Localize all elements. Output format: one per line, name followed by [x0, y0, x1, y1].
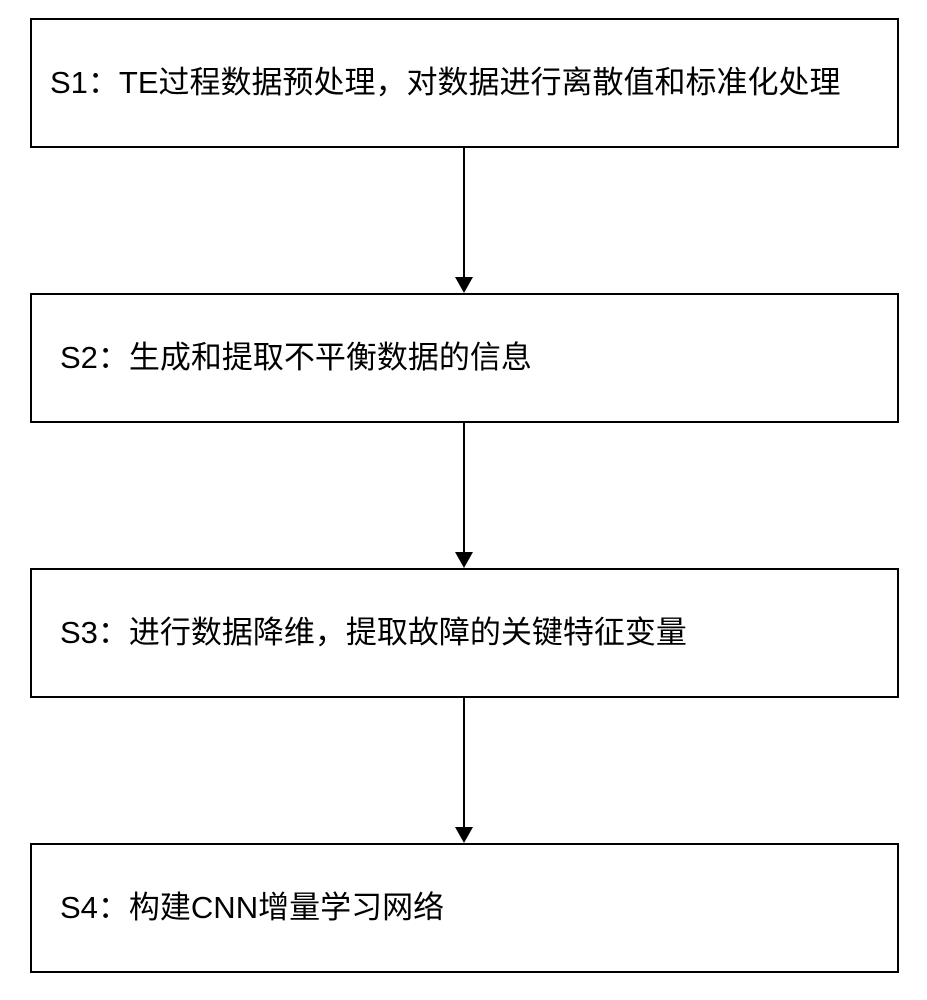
flowchart-node-s1: S1：TE过程数据预处理，对数据进行离散值和标准化处理: [30, 18, 899, 148]
arrow-head-3: [455, 827, 473, 843]
arrow-shaft-1: [463, 148, 465, 277]
flowchart-node-s2: S2：生成和提取不平衡数据的信息: [30, 293, 899, 423]
arrow-shaft-2: [463, 423, 465, 552]
arrow-head-2: [455, 552, 473, 568]
arrow-head-1: [455, 277, 473, 293]
flowchart-canvas: S1：TE过程数据预处理，对数据进行离散值和标准化处理 S2：生成和提取不平衡数据…: [0, 0, 927, 1000]
flowchart-node-s3: S3：进行数据降维，提取故障的关键特征变量: [30, 568, 899, 698]
arrow-shaft-3: [463, 698, 465, 827]
flowchart-node-s4: S4：构建CNN增量学习网络: [30, 843, 899, 973]
